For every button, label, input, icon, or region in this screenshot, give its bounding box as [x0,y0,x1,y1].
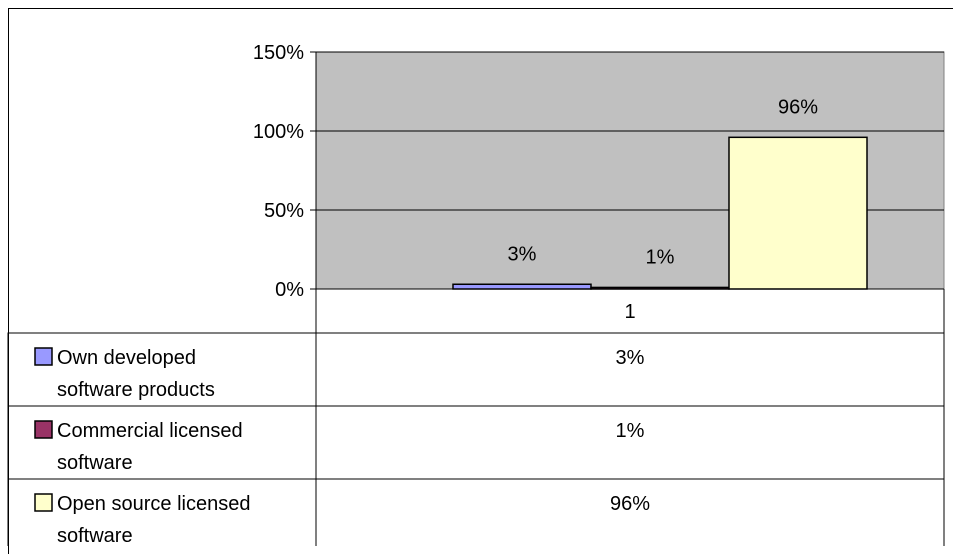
bar [728,136,868,290]
bar [590,286,730,290]
y-tick-label: 50% [264,200,304,222]
table-value: 3% [616,347,645,369]
legend-label: Own developed [57,347,196,369]
legend-swatch [34,493,53,512]
data-table: 1 Own developed software products 3% Commerc… [7,289,945,547]
table-value: 1% [616,420,645,442]
bar-data-label: 3% [508,243,537,265]
legend-label: Commercial licensed [57,420,243,442]
category-label: 1 [624,301,635,323]
table-value: 96% [610,493,650,515]
y-tick-label: 0% [275,279,304,301]
legend-label: software [57,525,133,547]
bar [452,283,592,290]
bar-data-label: 1% [646,246,675,268]
legend-swatch [34,347,53,366]
bars: 3% 1% 96% [452,96,868,290]
legend-label: software products [57,379,215,401]
y-tick-label: 100% [253,121,304,143]
table-row [7,478,945,546]
bar-data-label: 96% [778,96,818,118]
legend-swatch [34,420,53,439]
legend-label: software [57,452,133,474]
y-tick-label: 150% [253,42,304,64]
legend-label: Open source licensed [57,493,250,515]
